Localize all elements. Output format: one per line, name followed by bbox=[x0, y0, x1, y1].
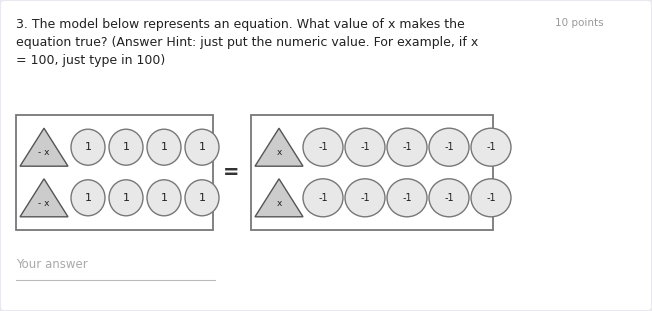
Text: 10 points: 10 points bbox=[555, 18, 604, 28]
Text: 1: 1 bbox=[85, 142, 91, 152]
Text: 1: 1 bbox=[85, 193, 91, 203]
Ellipse shape bbox=[109, 180, 143, 216]
Ellipse shape bbox=[303, 128, 343, 166]
Ellipse shape bbox=[429, 128, 469, 166]
Polygon shape bbox=[255, 128, 303, 166]
FancyBboxPatch shape bbox=[16, 115, 213, 230]
Text: -1: -1 bbox=[486, 142, 496, 152]
Text: 1: 1 bbox=[160, 193, 168, 203]
Text: 1: 1 bbox=[160, 142, 168, 152]
Ellipse shape bbox=[471, 128, 511, 166]
Text: 1: 1 bbox=[198, 193, 205, 203]
Text: -1: -1 bbox=[444, 193, 454, 203]
Polygon shape bbox=[20, 179, 68, 217]
Polygon shape bbox=[20, 128, 68, 166]
Text: 1: 1 bbox=[123, 142, 130, 152]
Text: -1: -1 bbox=[360, 142, 370, 152]
Polygon shape bbox=[255, 179, 303, 217]
Ellipse shape bbox=[387, 128, 427, 166]
Ellipse shape bbox=[185, 129, 219, 165]
FancyBboxPatch shape bbox=[251, 115, 493, 230]
Text: equation true? (Answer Hint: just put the numeric value. For example, if x: equation true? (Answer Hint: just put th… bbox=[16, 36, 479, 49]
Ellipse shape bbox=[471, 179, 511, 217]
Text: 1: 1 bbox=[198, 142, 205, 152]
Text: = 100, just type in 100): = 100, just type in 100) bbox=[16, 54, 165, 67]
Ellipse shape bbox=[303, 179, 343, 217]
Ellipse shape bbox=[71, 180, 105, 216]
Text: 3. The model below represents an equation. What value of x makes the: 3. The model below represents an equatio… bbox=[16, 18, 465, 31]
Text: Your answer: Your answer bbox=[16, 258, 88, 271]
Text: - x: - x bbox=[38, 148, 50, 157]
Text: x: x bbox=[276, 148, 282, 157]
Text: -1: -1 bbox=[318, 193, 328, 203]
Text: -1: -1 bbox=[402, 193, 412, 203]
Text: -1: -1 bbox=[402, 142, 412, 152]
Text: -1: -1 bbox=[360, 193, 370, 203]
Text: -1: -1 bbox=[318, 142, 328, 152]
Ellipse shape bbox=[147, 180, 181, 216]
Ellipse shape bbox=[71, 129, 105, 165]
Ellipse shape bbox=[387, 179, 427, 217]
Text: x: x bbox=[276, 199, 282, 208]
Text: -1: -1 bbox=[486, 193, 496, 203]
Ellipse shape bbox=[147, 129, 181, 165]
Ellipse shape bbox=[345, 179, 385, 217]
Ellipse shape bbox=[185, 180, 219, 216]
Ellipse shape bbox=[429, 179, 469, 217]
Text: - x: - x bbox=[38, 199, 50, 208]
Ellipse shape bbox=[345, 128, 385, 166]
Ellipse shape bbox=[109, 129, 143, 165]
Text: -1: -1 bbox=[444, 142, 454, 152]
Text: 1: 1 bbox=[123, 193, 130, 203]
Text: =: = bbox=[223, 163, 239, 182]
